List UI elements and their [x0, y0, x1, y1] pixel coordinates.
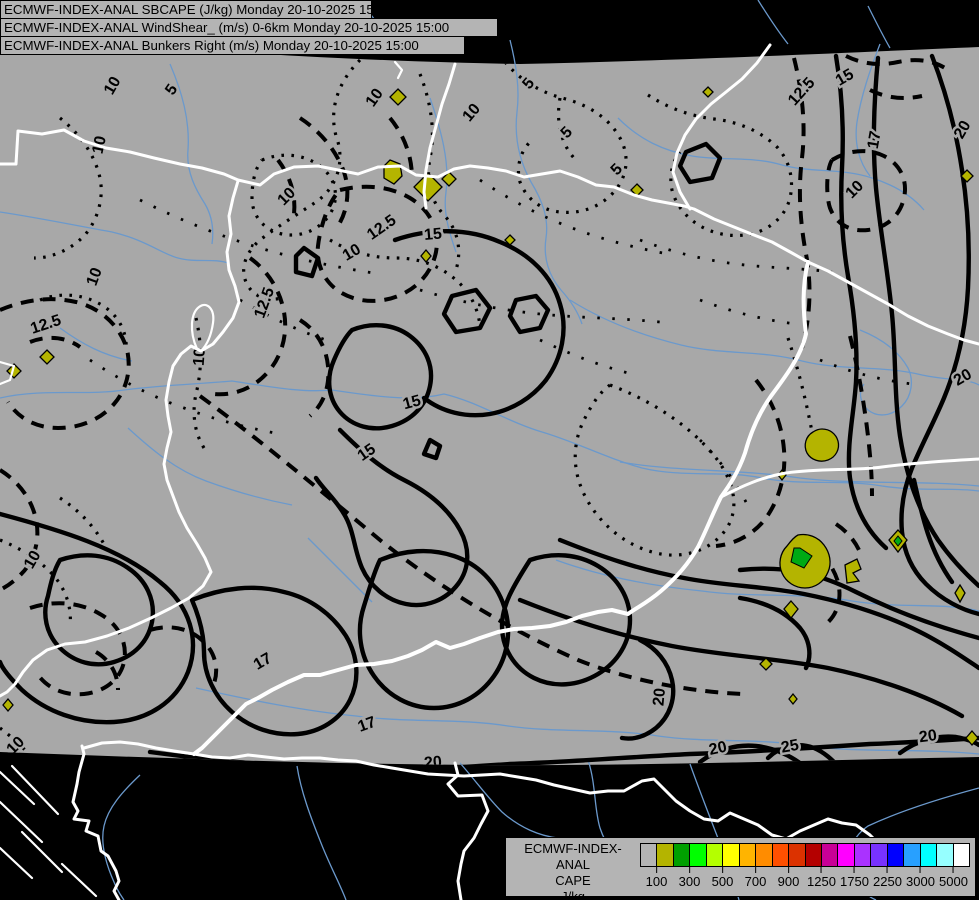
legend-tick-value: 3000	[906, 874, 935, 889]
title-line-bunkers: ECMWF-INDEX-ANAL Bunkers Right (m/s) Mon…	[0, 36, 465, 55]
legend-tick-labels: 100 300 500 700 900 1250 1750 2250 3000 5000	[640, 867, 970, 895]
legend-color-cell	[656, 843, 674, 867]
contours-solid-layer	[0, 53, 979, 766]
legend-color-cell	[936, 843, 954, 867]
legend-color-cell	[738, 843, 757, 867]
contours-dotted-layer	[0, 58, 913, 762]
legend-title: ECMWF-INDEX-ANAL CAPE J/kg	[508, 841, 638, 900]
legend-tick-mark	[919, 867, 921, 873]
contour-value-label: 10	[191, 347, 209, 366]
legend-tick-value: 100	[645, 874, 668, 889]
legend-color-cell	[919, 843, 938, 867]
title-line-sbcape: ECMWF-INDEX-ANAL SBCAPE (J/kg) Monday 20…	[0, 0, 372, 19]
legend-tick-mark	[721, 867, 723, 873]
legend-tick-value: 700	[744, 874, 767, 889]
model-domain	[0, 34, 979, 766]
legend-tick-value: 900	[777, 874, 800, 889]
legend-color-cell	[722, 843, 740, 867]
contour-value-label: 20	[707, 739, 728, 759]
legend-tick-value: 500	[711, 874, 734, 889]
legend-color-cell	[837, 843, 855, 867]
legend-tick-mark	[886, 867, 888, 873]
legend-color-cell	[952, 843, 971, 867]
legend-tick: 700	[744, 867, 767, 889]
legend-tick-mark	[754, 867, 756, 873]
legend-color-cell	[755, 843, 773, 867]
contour-value-label: 20	[423, 753, 442, 772]
legend-tick-mark	[655, 867, 657, 873]
legend-color-cell	[870, 843, 888, 867]
legend-tick: 2250	[873, 867, 902, 889]
legend-color-cell	[640, 843, 658, 867]
legend-color-cell	[689, 843, 707, 867]
legend-tick-value: 1750	[840, 874, 869, 889]
legend-color-cell	[853, 843, 872, 867]
legend-tick: 1750	[840, 867, 869, 889]
legend-color-cell	[788, 843, 806, 867]
title-line-windshear: ECMWF-INDEX-ANAL WindShear_ (m/s) 0-6km …	[0, 18, 498, 37]
contour-value-label: 15	[423, 225, 442, 244]
legend-colorbar	[640, 843, 971, 867]
contour-value-label: 20	[918, 727, 938, 746]
legend-tick-mark	[820, 867, 822, 873]
legend-color-cell	[804, 843, 822, 867]
legend-tick: 3000	[906, 867, 935, 889]
country-borders-layer	[0, 43, 979, 900]
legend-tick: 500	[711, 867, 734, 889]
legend-color-cell	[903, 843, 921, 867]
legend-tick-mark	[787, 867, 789, 873]
legend-tick: 900	[777, 867, 800, 889]
cape-legend: ECMWF-INDEX-ANAL CAPE J/kg 100 300 500 700 9…	[505, 837, 976, 900]
legend-tick-mark	[853, 867, 855, 873]
legend-tick-mark	[688, 867, 690, 873]
legend-color-cell	[672, 843, 691, 867]
title-bar: ECMWF-INDEX-ANAL SBCAPE (J/kg) Monday 20…	[0, 0, 498, 55]
coastline-hatch	[0, 764, 98, 898]
legend-title-line3: J/kg	[561, 889, 585, 900]
contour-value-label: 20	[650, 687, 669, 706]
legend-tick: 100	[645, 867, 668, 889]
legend-color-cell	[820, 843, 839, 867]
contour-value-label: 25	[780, 737, 801, 757]
legend-tick-value: 2250	[873, 874, 902, 889]
legend-tick: 300	[678, 867, 701, 889]
legend-tick-value: 300	[678, 874, 701, 889]
legend-title-line2: CAPE	[555, 873, 591, 888]
legend-color-cell	[886, 843, 905, 867]
legend-tick-value: 5000	[939, 874, 968, 889]
legend-color-cell	[705, 843, 724, 867]
legend-tick-mark	[952, 867, 954, 873]
legend-title-line1: ECMWF-INDEX-ANAL	[524, 841, 622, 872]
legend-tick-value: 1250	[807, 874, 836, 889]
contour-value-label: 17	[865, 130, 885, 151]
legend-tick: 1250	[807, 867, 836, 889]
legend-tick: 5000	[939, 867, 968, 889]
cape-patches-layer	[2, 86, 979, 746]
legend-color-cell	[771, 843, 790, 867]
